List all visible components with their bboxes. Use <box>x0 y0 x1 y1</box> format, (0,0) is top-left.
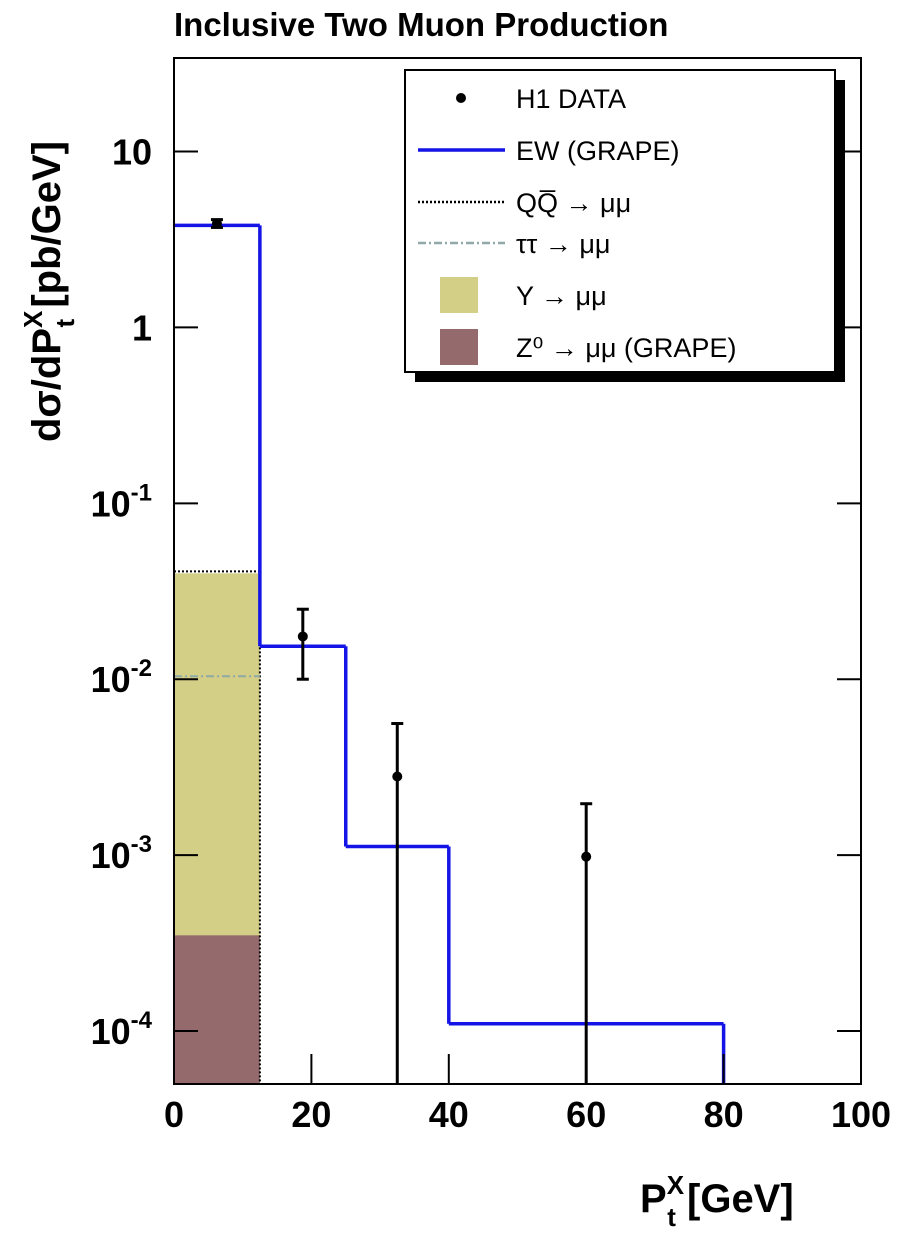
y-tick-label: 10-2 <box>91 655 152 700</box>
ylabel-label: dσ/dPXt [pb/GeV] <box>18 141 80 442</box>
y-tick-label: 1 <box>132 307 152 348</box>
y-tick-base: 10 <box>91 659 131 700</box>
data-point <box>392 771 403 782</box>
xlabel-main: P <box>640 1177 667 1221</box>
data-point <box>297 631 308 642</box>
y-tick-exp: -1 <box>131 479 152 506</box>
xlabel-sup: X <box>667 1170 685 1200</box>
data-point <box>581 851 592 862</box>
xlabel-sub: t <box>667 1202 676 1232</box>
legend-label: H1 DATA <box>516 84 626 114</box>
legend <box>404 69 836 373</box>
ylabel-sup: X <box>18 310 48 328</box>
x-tick-label: 40 <box>429 1094 469 1135</box>
xlabel-unit: [GeV] <box>676 1177 794 1221</box>
legend-marker <box>456 93 466 103</box>
y-tick-base: 10 <box>91 835 131 876</box>
legend-label: EW (GRAPE) <box>516 136 680 166</box>
x-tick-label: 80 <box>704 1094 744 1135</box>
x-tick-label: 20 <box>291 1094 331 1135</box>
legend-label: Z⁰ → μμ (GRAPE) <box>516 333 736 363</box>
plot-frame <box>173 57 862 1085</box>
y-tick-label: 10 <box>112 131 152 172</box>
legend-marker <box>440 277 478 313</box>
ylabel-unit: [pb/GeV] <box>25 141 69 319</box>
xlabel-label: PX t [GeV] <box>640 1170 794 1232</box>
y-tick-exp: -3 <box>131 831 152 858</box>
legend-label: QQ̅ → μμ <box>516 188 631 218</box>
legend-label: ττ → μμ <box>516 229 610 259</box>
x-tick-label: 0 <box>164 1094 184 1135</box>
chart-title: Inclusive Two Muon Production <box>174 6 668 43</box>
y-tick-exp: -2 <box>131 655 152 682</box>
data-point <box>211 218 222 229</box>
ylabel-sub: t <box>50 318 80 327</box>
y-tick-base: 10 <box>91 1011 131 1052</box>
y-tick-label: 10-4 <box>91 1007 153 1052</box>
legend-label: Y → μμ <box>516 281 607 311</box>
y-tick-label: 10-3 <box>91 831 152 876</box>
legend-marker <box>440 329 478 365</box>
hist-bar <box>174 935 260 1084</box>
y-tick-exp: -4 <box>131 1007 153 1034</box>
x-tick-label: 60 <box>566 1094 606 1135</box>
y-tick-base: 10 <box>91 483 131 524</box>
x-tick-label: 100 <box>831 1094 891 1135</box>
y-tick-label: 10-1 <box>91 479 152 524</box>
ylabel-main: dσ/dP <box>25 328 69 442</box>
